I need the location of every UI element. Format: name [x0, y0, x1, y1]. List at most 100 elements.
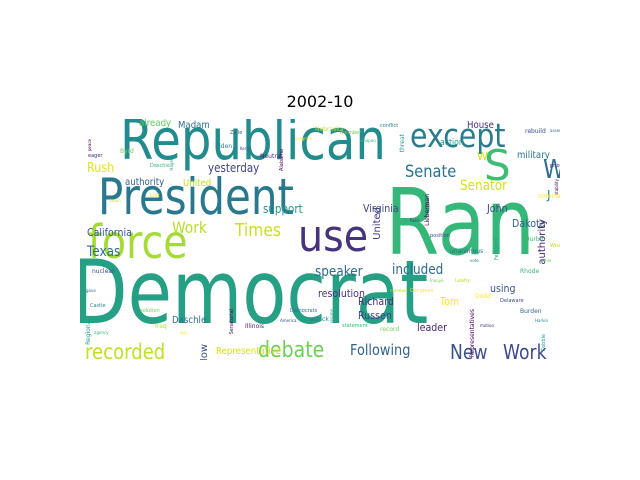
word-leader: leader: [417, 321, 447, 334]
tiny-word: record: [380, 326, 400, 333]
word-dakota: Dakota: [512, 217, 546, 230]
word-except: except: [410, 119, 506, 155]
word-john: John: [487, 202, 508, 215]
tiny-word: America: [280, 318, 297, 323]
word-force: force: [88, 215, 188, 269]
tiny-word: Durbin: [525, 236, 546, 243]
word-nation: Daschle: [172, 315, 207, 326]
word-secured: Representative: [216, 346, 281, 357]
tiny-word: Rhode: [520, 268, 540, 275]
tiny-word: assembly: [550, 128, 560, 133]
tiny-word: Levin: [110, 198, 121, 203]
tiny-word: Representatives: [469, 309, 476, 358]
word-debate: debate: [258, 338, 325, 361]
tiny-word: Congress: [410, 288, 434, 294]
word-using: using: [490, 282, 516, 295]
tiny-word: nomination: [538, 193, 560, 200]
word-following: Following: [350, 341, 411, 359]
word-work-blue: Work: [503, 340, 547, 360]
word-action: Madam: [178, 120, 210, 131]
word-already: authority: [125, 177, 165, 188]
tiny-word: Reid: [410, 218, 419, 223]
tiny-word: rebuild: [525, 128, 546, 135]
tiny-word: nuclear: [92, 268, 115, 275]
word-recorded: recorded: [85, 340, 166, 361]
word-senator: Senator: [460, 178, 508, 194]
word-virginia: Virginia: [363, 202, 399, 215]
tiny-word: attack: [310, 316, 329, 323]
tiny-word: eager: [88, 153, 103, 159]
tiny-word: Regional: [85, 319, 92, 345]
tiny-word: member: [340, 130, 362, 136]
tiny-word: Ohio: [542, 258, 552, 263]
tiny-word: war: [180, 330, 188, 335]
tiny-word: regime: [329, 309, 334, 324]
tiny-word: solution: [140, 308, 160, 314]
word-california: California: [87, 226, 132, 239]
word-work-yellow: Work: [172, 218, 207, 237]
word-use: use: [298, 211, 369, 262]
tiny-word: Cobble: [541, 334, 547, 352]
tiny-word: position: [430, 233, 450, 239]
word-tom: Tom: [440, 295, 460, 308]
word-richard: Richard: [358, 295, 394, 308]
word-senate: Senate: [405, 162, 457, 182]
tiny-word: Daschle: [150, 163, 170, 169]
word-rush: Rush: [87, 161, 115, 176]
word-president: President: [98, 168, 294, 226]
tiny-word: gave: [86, 288, 96, 293]
word-military: military: [517, 150, 550, 161]
tiny-word: statement: [342, 323, 368, 329]
word-w: W: [477, 150, 488, 163]
tiny-word: conflict: [380, 123, 399, 129]
tiny-word: Kerry: [240, 146, 251, 151]
tiny-word: program: [295, 136, 313, 141]
word-house: already: [139, 119, 172, 129]
word-s: S: [484, 141, 511, 190]
tiny-word: weapon: [360, 138, 376, 143]
tiny-word: peace: [87, 139, 92, 152]
word-daschle: House: [467, 120, 494, 131]
tiny-word: Iraq: [155, 323, 167, 330]
word-ran: Ran: [385, 169, 536, 276]
tiny-word: member: [390, 288, 407, 293]
word-resolution: resolution: [318, 287, 365, 300]
tiny-word: Hagel: [169, 159, 174, 171]
tiny-word: Feingold: [494, 239, 500, 261]
tiny-word: Lott: [150, 193, 160, 199]
word-now: Now: [199, 344, 210, 360]
tiny-word: stability: [554, 179, 559, 195]
tiny-word: Dodd: [475, 293, 491, 300]
tiny-word: Democrats: [290, 308, 318, 314]
tiny-word: unanimous: [450, 248, 484, 255]
tiny-word: Burden: [520, 308, 542, 315]
tiny-word: Byrd: [120, 148, 134, 155]
word-republican: Republican: [120, 119, 386, 173]
tiny-word: Zelle: [230, 130, 243, 136]
tiny-word: threat: [399, 134, 406, 153]
tiny-word: Leahy: [455, 278, 470, 284]
word-texas: Texas: [87, 244, 121, 260]
tiny-word: vote: [470, 258, 479, 263]
word-included: included: [392, 262, 444, 278]
word-wa: Wa: [543, 157, 560, 183]
tiny-word: Inouye: [430, 278, 444, 283]
word-russen: Russen: [358, 309, 392, 322]
word-united: United: [372, 207, 383, 240]
tiny-word: Nebraska: [315, 126, 344, 133]
tiny-word: Harkin: [535, 318, 549, 323]
word-speaker: speaker: [315, 264, 363, 280]
word-j: J: [547, 188, 551, 202]
tiny-word: Wisconsin: [550, 243, 560, 249]
tiny-word: Biden: [215, 143, 233, 150]
chart-title: 2002-10: [286, 92, 354, 111]
tiny-word: motion: [480, 323, 495, 328]
word-support: support: [263, 202, 303, 216]
tiny-word: agency: [94, 330, 109, 335]
word-times: Times: [235, 220, 281, 241]
word-madam: United: [183, 178, 212, 189]
word-cloud: Democrat Ran Republican President force …: [80, 119, 560, 360]
tiny-word: Neutral: [260, 153, 283, 160]
word-democrat: Democrat: [80, 241, 429, 344]
